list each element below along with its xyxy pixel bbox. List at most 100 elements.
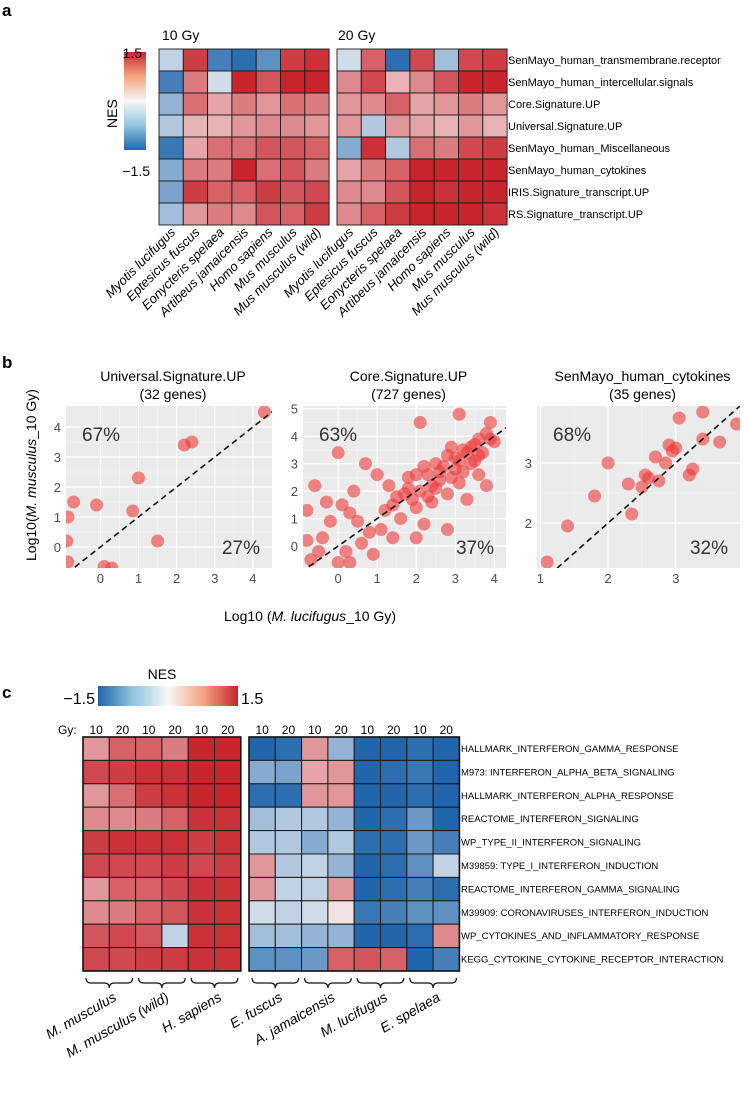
scatter-point [433,465,447,479]
heatmap-c-dose-label: 10 [361,723,375,737]
scatter-y-tick-label: 0 [291,539,298,554]
scatter-x-tick-label: 2 [413,571,420,586]
heatmap-c-cell-right-r1-c1 [274,759,303,785]
heatmap-a-cell-20gy-r7-c1 [360,202,387,226]
heatmap-c-cell-left-r4-c2 [135,830,163,855]
heatmap-a-cell-10gy-r3-c0 [158,114,184,138]
heatmap-a-cell-20gy-r6-c3 [409,180,435,204]
heatmap-a-cell-20gy-r6-c5 [458,180,484,204]
heatmap-a-cell-10gy-r1-c1 [182,70,209,94]
heatmap-c-cell-right-r2-c4 [353,783,382,808]
scatter-plot-area [66,406,272,568]
heatmap-a-cell-20gy-r3-c3 [409,114,435,138]
heatmap-c-cell-right-r8-c3 [327,923,355,949]
heatmap-a-cell-20gy-r5-c1 [360,158,387,182]
scatter-point [417,517,431,531]
heatmap-c-right-border [248,736,461,972]
heatmap-c-cell-right-r3-c4 [353,806,382,832]
heatmap-c-cell-right-r3-c2 [301,806,329,832]
scatter-point [370,468,384,482]
heatmap-c-cell-left-r6-c2 [135,876,163,902]
heatmap-c-cell-left-r4-c1 [108,830,137,855]
heatmap-a-cell-20gy-r1-c6 [482,70,508,94]
heatmap-c-cell-left-r3-c3 [161,806,189,832]
heatmap-c-cell-right-r0-c4 [353,736,382,761]
heatmap-c-cell-right-r7-c6 [406,900,434,925]
heatmap-a-cell-20gy-r3-c4 [433,114,459,138]
scatter-point [635,480,649,494]
scatter-plot-area [303,407,506,568]
scatter-x-tick-label: 4 [491,571,498,586]
heatmap-c-cell-right-r8-c4 [353,923,382,949]
scatter-point [66,510,75,524]
heatmap-a-cell-10gy-r5-c1 [182,158,209,182]
scatter-point [440,487,454,501]
heatmap-c-cell-left-r0-c4 [187,736,215,761]
scatter-point [460,492,474,506]
heatmap-c-cell-right-r7-c1 [274,900,303,925]
group-brace [356,977,405,989]
scatter-point [560,519,574,533]
heatmap-a-cell-10gy-r5-c6 [304,158,330,182]
heatmap-a-cell-10gy-r3-c1 [182,114,209,138]
heatmap-c-row-label: REACTOME_INTERFERON_GAMMA_SIGNALING [461,884,680,895]
heatmap-c-cell-left-r9-c3 [161,947,189,972]
heatmap-c-dose-label: 20 [221,723,235,737]
scatter-point [413,415,427,429]
heatmap-c-cell-left-r2-c5 [214,783,242,808]
heatmap-a-cell-10gy-r0-c3 [231,48,257,72]
heatmap-c-cell-right-r9-c5 [380,947,408,972]
scatter-y-tick-label: 1 [291,512,298,527]
heatmap-a-cell-10gy-r1-c5 [280,70,306,94]
heatmap-c-cell-right-r7-c3 [327,900,355,925]
heatmap-a-row-label: Universal.Signature.UP [508,121,622,133]
heatmap-c-row-label: WP_TYPE_II_INTERFERON_SIGNALING [461,838,641,849]
panel-label-b: b [2,353,12,372]
heatmap-a-cell-10gy-r5-c4 [255,158,281,182]
scatter-point [131,471,145,485]
heatmap-a-cell-20gy-r4-c6 [482,136,508,160]
scatter-point [479,479,493,493]
heatmap-a-cell-20gy-r1-c4 [433,70,459,94]
heatmap-a-cell-20gy-r7-c6 [482,202,508,226]
scatter-subplot-subtitle: (32 genes) [140,386,207,402]
heatmap-c-cell-right-r2-c2 [301,783,329,808]
scatter-point [444,440,458,454]
heatmap-a-cell-20gy-r0-c3 [409,48,435,72]
heatmap-c-dose-label: 10 [89,723,103,737]
heatmap-c-cell-right-r2-c3 [327,783,355,808]
scatter-point [316,531,330,545]
heatmap-a-cell-20gy-r6-c0 [336,180,362,204]
heatmap-c-cell-left-r9-c2 [135,947,163,972]
heatmap-a-cell-10gy-r3-c3 [231,114,257,138]
scatter-point [90,498,104,512]
heatmap-a-cell-20gy-r5-c4 [433,158,459,182]
scatter-subplot-title: Universal.Signature.UP [100,368,246,384]
heatmap-c-cell-right-r1-c2 [301,759,329,785]
heatmap-a-row-label: IRIS.Signature_transcript.UP [508,187,649,199]
heatmap-a-row-label: SenMayo_human_cytokines [508,165,647,177]
heatmap-a-row-label: SenMayo_human_intercellular.signals [508,77,694,89]
heatmap-a-cell-10gy-r4-c0 [158,136,184,160]
heatmap-a-cell-20gy-r5-c5 [458,158,484,182]
heatmap-c-cell-right-r3-c7 [432,806,460,832]
group-brace [304,977,352,989]
scatter-point [312,545,326,559]
heatmap-c-cell-left-r6-c5 [214,876,242,902]
scatter-point [713,435,727,449]
scatter-point [409,531,423,545]
heatmap-a-cell-20gy-r0-c6 [482,48,508,72]
heatmap-c-cell-left-r6-c0 [82,876,110,902]
scatter-point [540,555,554,568]
heatmap-a-row-label: Core.Signature.UP [508,99,600,111]
scatter-point [472,468,486,482]
heatmap-c-cell-right-r4-c4 [353,830,382,855]
heatmap-c-cell-left-r5-c3 [161,853,189,878]
heatmap-c-cell-left-r2-c4 [187,783,215,808]
heatmap-c-cell-right-r5-c3 [327,853,355,878]
scatter-point [425,495,439,509]
heatmap-c-dose-label: 10 [195,723,209,737]
scatter-x-axis-label: Log10 (M. lucifugus_10 Gy) [224,608,396,624]
heatmap-a-cell-20gy-r2-c6 [482,92,508,116]
heatmap-c-cell-right-r9-c0 [248,947,276,972]
